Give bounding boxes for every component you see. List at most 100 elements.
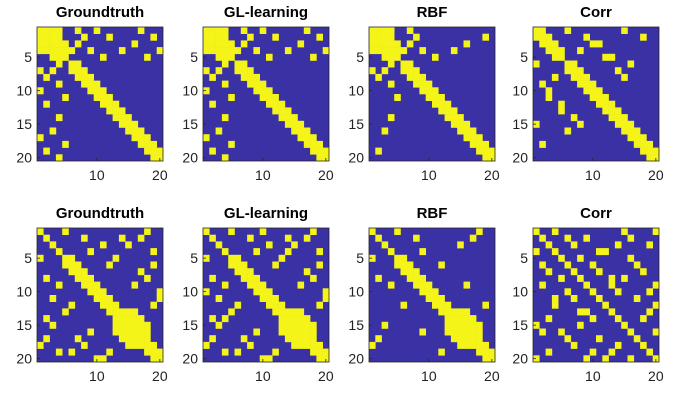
heatmap-cell: [150, 147, 157, 155]
axes-frame: [532, 26, 660, 162]
heatmap-cell: [545, 348, 553, 356]
heatmap-cell: [209, 335, 216, 343]
heatmap-cell: [476, 335, 483, 343]
heatmap-cell: [297, 40, 305, 48]
heatmap-cell: [55, 348, 63, 356]
heatmap-cell: [577, 321, 584, 329]
heatmap-cell: [55, 53, 63, 61]
heatmap-cell: [450, 335, 458, 343]
heatmap-cell: [381, 53, 389, 61]
heatmap-cell: [381, 47, 389, 55]
heatmap-cell: [596, 40, 603, 48]
heatmap-cell: [303, 127, 311, 135]
heatmap-cell: [558, 53, 565, 61]
heatmap-cell: [131, 315, 139, 323]
heatmap-cell: [234, 261, 242, 269]
heatmap-cell: [87, 274, 94, 282]
panel-title: GL-learning: [224, 205, 308, 222]
heatmap-cell: [144, 140, 151, 148]
x-tick-label: 10: [585, 167, 601, 183]
heatmap-cell: [106, 308, 113, 316]
heatmap-cell: [150, 341, 157, 349]
heatmap-cell: [93, 295, 101, 302]
heatmap-cell: [570, 295, 578, 302]
heatmap-cell: [640, 134, 647, 142]
heatmap-cell: [203, 47, 210, 55]
heatmap-cell: [93, 288, 101, 296]
heatmap-cell: [55, 281, 63, 289]
heatmap-cell: [533, 27, 540, 34]
heatmap-cell: [43, 27, 50, 34]
heatmap-cell: [259, 27, 267, 34]
heatmap-cell: [633, 261, 641, 269]
heatmap-cell: [602, 53, 609, 61]
heatmap-cell: [247, 281, 254, 289]
heatmap-cell: [106, 295, 113, 302]
heatmap-cell: [652, 281, 660, 289]
heatmap-cell: [457, 127, 464, 135]
heatmap-cell: [284, 308, 292, 316]
heatmap-cell: [150, 261, 157, 269]
heatmap-cell: [608, 348, 616, 356]
heatmap-cell: [570, 73, 578, 81]
heatmap-cell: [444, 308, 452, 316]
heatmap-cell: [614, 288, 622, 296]
heatmap-cell: [284, 234, 292, 242]
heatmap-cell: [221, 53, 229, 61]
heatmap-cell: [589, 288, 597, 296]
heatmap-cell: [144, 274, 151, 282]
heatmap-cell: [253, 47, 260, 55]
heatmap-cell: [68, 47, 76, 55]
y-tick-label: 20: [512, 351, 528, 367]
heatmap-cell: [621, 127, 628, 135]
heatmap-cell: [596, 335, 603, 343]
heatmap-cell: [49, 33, 57, 41]
axes-frame: [368, 26, 496, 162]
heatmap-cell: [633, 295, 641, 302]
heatmap-cell: [482, 140, 489, 148]
heatmap-cell: [215, 47, 223, 55]
heatmap-cell: [406, 67, 414, 75]
heatmap-cell: [375, 335, 382, 343]
heatmap-cell: [203, 134, 210, 142]
heatmap-cell: [387, 114, 395, 122]
heatmap-cell: [627, 134, 635, 142]
heatmap-cell: [297, 341, 305, 349]
heatmap-cell: [432, 288, 439, 296]
heatmap-cell: [37, 341, 44, 349]
heatmap-cell: [406, 40, 414, 48]
heatmap-cell: [583, 308, 590, 316]
heatmap-cell: [240, 261, 248, 269]
heatmap-cell: [209, 33, 216, 41]
heatmap-cell: [444, 100, 452, 108]
heatmap-cell: [118, 321, 126, 329]
heatmap-cell: [112, 315, 120, 323]
heatmap-cell: [570, 60, 578, 68]
heatmap-cell: [234, 348, 242, 356]
heatmap-cell: [209, 234, 216, 242]
heatmap-cell: [221, 60, 229, 68]
heatmap-cell: [150, 33, 157, 41]
heatmap-cell: [381, 67, 389, 75]
heatmap-cell: [602, 248, 609, 256]
x-tick-label: 20: [318, 368, 334, 384]
heatmap-cell: [87, 87, 94, 95]
heatmap-cell: [278, 301, 286, 309]
heatmap-cell: [37, 87, 44, 95]
heatmap-cell: [614, 341, 622, 349]
heatmap-cell: [74, 335, 82, 343]
heatmap-cell: [375, 274, 382, 282]
heatmap-cell: [539, 234, 546, 242]
heatmap-cell: [564, 127, 572, 135]
heatmap-cell: [100, 94, 107, 101]
heatmap-cell: [62, 40, 69, 48]
heatmap-cell: [419, 73, 426, 81]
y-tick-label: 15: [348, 317, 364, 333]
heatmap-cell: [266, 87, 273, 95]
heatmap-cell: [457, 335, 464, 343]
heatmap-cell: [284, 47, 292, 55]
panel-title: RBF: [417, 4, 448, 21]
heatmap-cell: [55, 33, 63, 41]
heatmap-cell: [100, 241, 107, 249]
heatmap-cell: [240, 67, 248, 75]
